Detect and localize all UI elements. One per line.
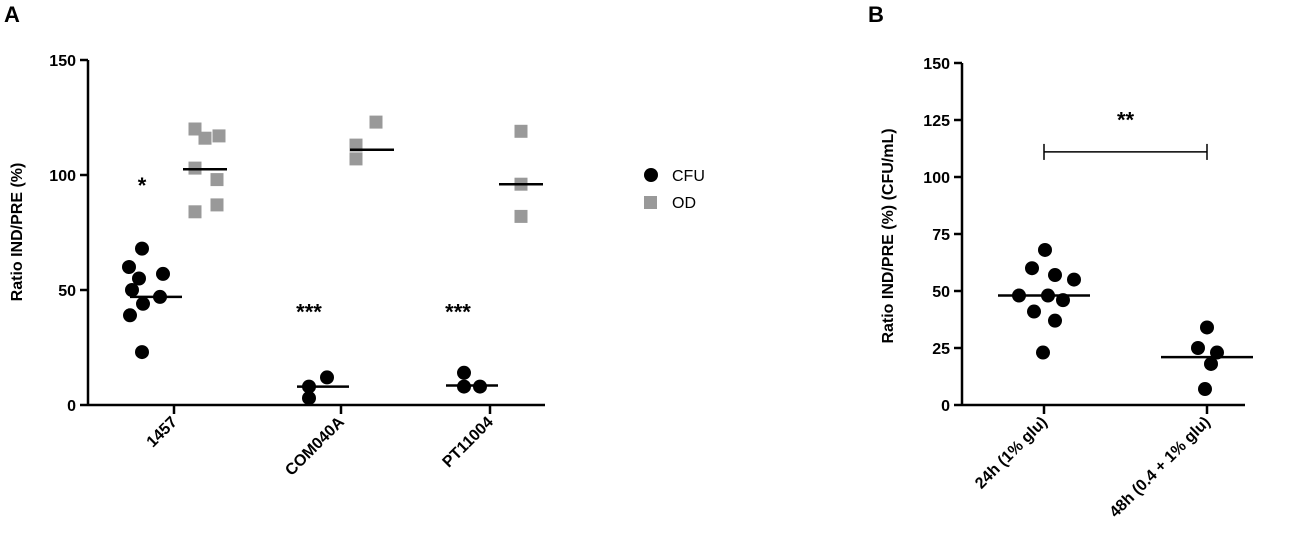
panel-b-point — [1191, 341, 1205, 355]
panel-a-legend: CFU OD — [644, 168, 705, 212]
panel-b-annotations: ** — [1043, 107, 1208, 160]
panel-b-y-tick-label: 50 — [932, 284, 950, 301]
panel-b-y-ticks: 0 25 50 75 100 125 150 — [923, 56, 962, 415]
panel-a-cfu-point — [156, 266, 170, 281]
panel-b-point — [1025, 261, 1039, 276]
panel-b-point — [1204, 356, 1218, 371]
panel-a-od-point — [210, 173, 224, 187]
legend-cfu-marker — [644, 168, 658, 182]
panel-a-od-point — [514, 209, 528, 223]
panel-b-y-tick-label: 150 — [923, 56, 950, 73]
panel-b-y-tick-label: 75 — [932, 227, 950, 244]
panel-a-cfu-point — [135, 241, 149, 256]
panel-b-point — [1048, 313, 1062, 328]
panel-a-y-ticks: 0 50 100 150 — [49, 53, 88, 415]
panel-a-od-point — [198, 131, 212, 145]
panel-a-y-tick-label: 50 — [58, 283, 76, 300]
panel-b-y-axis-label: Ratio IND/PRE (%) (CFU/mL) — [880, 128, 897, 343]
panel-b-point — [1036, 345, 1050, 360]
panel-a-significance-label: * — [138, 173, 147, 198]
panel-a-cfu-point — [123, 308, 137, 323]
panel-b-y-tick-label: 125 — [923, 113, 950, 130]
panel-a-od-point — [369, 115, 383, 129]
panel-a-cfu-point — [135, 345, 149, 360]
panel-b-y-tick-label: 0 — [941, 398, 950, 415]
panel-a-cfu-point — [122, 260, 136, 274]
panel-a-significance-label: *** — [445, 300, 471, 325]
legend-od-marker — [644, 196, 657, 209]
panel-a-od-point — [514, 124, 528, 138]
panel-a-y-axis-label: Ratio IND/PRE (%) — [9, 163, 26, 302]
panel-b-x-tick-label: 24h (1% glu) — [972, 414, 1051, 493]
panel-a-cfu-point — [302, 391, 316, 406]
panel-a-letter: A — [4, 2, 20, 27]
legend-od-label: OD — [672, 195, 696, 212]
panel-b-significance-label: ** — [1117, 107, 1135, 132]
panel-a-y-tick-label: 0 — [67, 398, 76, 415]
panel-b-x-tick-label: 48h (0.4 + 1% glu) — [1107, 414, 1214, 521]
panel-b-marks — [998, 242, 1253, 397]
panel-a-od-point — [210, 198, 224, 212]
panel-a-od-point — [188, 205, 202, 219]
panel-a-od-point — [349, 152, 363, 166]
panel-b-point — [1067, 272, 1081, 287]
panel-a-od-point — [212, 129, 226, 143]
panel-b-point — [1198, 382, 1212, 397]
panel-b-chart: Ratio IND/PRE (%) (CFU/mL) 0 25 50 75 100 125… — [880, 56, 1253, 521]
panel-a-cfu-point — [125, 283, 139, 297]
panel-b-point — [1027, 304, 1041, 319]
panel-a-x-ticks: 1457 COM040A PT11004 — [144, 405, 497, 479]
panel-a-od-point — [188, 122, 202, 136]
panel-b-point — [1200, 320, 1214, 335]
panel-b-letter: B — [868, 2, 884, 27]
panel-a-cfu-point — [320, 370, 334, 385]
panel-b-point — [1048, 268, 1062, 283]
panel-a-cfu-point — [132, 271, 146, 286]
legend-cfu-label: CFU — [672, 168, 705, 185]
panel-a-y-tick-label: 100 — [49, 168, 76, 185]
panel-a-cfu-point — [136, 296, 150, 311]
panel-b-x-ticks: 24h (1% glu) 48h (0.4 + 1% glu) — [972, 405, 1214, 521]
panel-a-marks — [122, 115, 543, 406]
panel-a-x-tick-label: COM040A — [282, 413, 348, 479]
panel-a-chart: Ratio IND/PRE (%) 0 50 100 150 1457 COM040A P… — [9, 53, 705, 479]
panel-b-y-tick-label: 100 — [923, 170, 950, 187]
panel-a-x-tick-label: PT11004 — [440, 414, 497, 471]
panel-a-x-tick-label: 1457 — [144, 414, 181, 451]
panel-a-od-point — [349, 138, 363, 152]
panel-b-y-tick-label: 25 — [932, 341, 950, 358]
panel-a-annotations: **** *** — [138, 173, 472, 325]
panel-a-significance-label: *** — [296, 300, 322, 325]
panel-a-y-tick-label: 150 — [49, 53, 76, 70]
panel-b-point — [1038, 242, 1052, 257]
panel-a-cfu-point — [457, 365, 471, 380]
